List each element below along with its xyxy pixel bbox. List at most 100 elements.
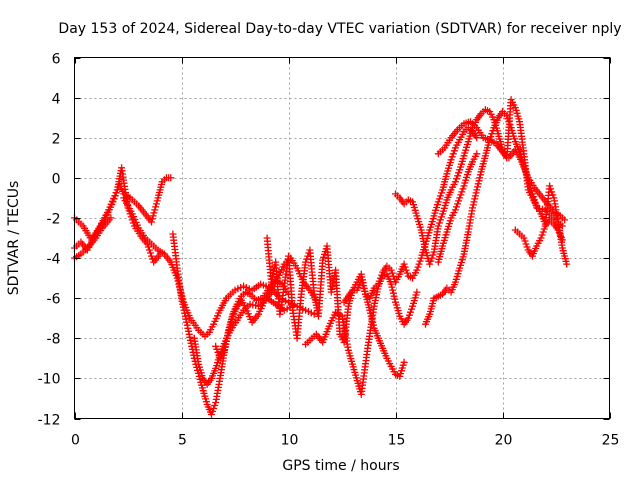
data-point xyxy=(214,348,222,356)
y-tick-label: 2 xyxy=(52,132,61,148)
series-track-k xyxy=(422,108,566,328)
data-point xyxy=(453,175,460,183)
data-point xyxy=(151,206,159,214)
data-point xyxy=(375,277,383,285)
data-point xyxy=(453,203,460,211)
data-point xyxy=(413,266,421,274)
data-point xyxy=(428,254,436,262)
data-point xyxy=(561,216,569,224)
data-point xyxy=(548,188,556,196)
data-point xyxy=(549,191,557,199)
data-point xyxy=(456,194,464,202)
data-point xyxy=(152,203,160,211)
data-point xyxy=(408,305,416,313)
y-tick-label: 6 xyxy=(52,52,61,68)
data-point xyxy=(474,180,482,188)
data-point xyxy=(455,197,463,205)
data-point xyxy=(469,204,476,212)
data-point xyxy=(522,240,530,248)
y-tick-label: -10 xyxy=(38,372,61,388)
series-track-m xyxy=(494,96,571,268)
x-tick-labels: 0 5 10 15 20 25 xyxy=(71,433,619,449)
data-point xyxy=(558,236,566,244)
series-track-i xyxy=(340,124,481,306)
data-point xyxy=(389,289,397,297)
data-point xyxy=(454,172,462,180)
data-point xyxy=(183,318,191,326)
data-point xyxy=(454,200,462,208)
data-point xyxy=(407,308,414,316)
data-point xyxy=(211,402,219,409)
data-point xyxy=(435,219,443,227)
data-point xyxy=(459,185,467,193)
data-point xyxy=(547,185,555,193)
data-point xyxy=(377,274,384,282)
data-point xyxy=(388,269,396,277)
data-point xyxy=(473,150,481,158)
y-tick-label: -4 xyxy=(47,252,61,268)
series-track-n xyxy=(511,216,566,260)
data-point xyxy=(472,189,480,197)
data-point xyxy=(391,295,399,303)
data-point xyxy=(470,198,478,206)
data-point xyxy=(310,310,318,318)
data-point xyxy=(223,334,231,342)
data-point xyxy=(148,218,155,226)
data-point xyxy=(374,280,382,288)
data-point xyxy=(540,225,548,233)
data-point xyxy=(476,174,484,182)
data-point xyxy=(213,345,221,353)
data-point xyxy=(186,333,194,341)
data-point xyxy=(150,209,158,217)
data-point xyxy=(167,174,175,182)
data-point xyxy=(187,339,195,347)
data-point xyxy=(451,206,459,214)
data-point xyxy=(179,303,187,311)
data-point xyxy=(448,153,456,161)
data-point xyxy=(438,189,445,197)
data-point xyxy=(469,201,477,209)
data-point xyxy=(404,314,412,322)
data-point xyxy=(488,130,496,138)
y-tick-label: -6 xyxy=(47,292,61,308)
data-point xyxy=(473,186,481,194)
data-point xyxy=(387,266,395,274)
data-point xyxy=(436,216,444,224)
data-point xyxy=(426,260,434,268)
data-point xyxy=(389,272,397,280)
y-tick-label: 4 xyxy=(52,92,61,108)
x-tick-label: 20 xyxy=(495,433,513,449)
data-point xyxy=(181,309,189,317)
data-point xyxy=(153,197,161,205)
data-point xyxy=(149,212,157,220)
data-point xyxy=(473,134,481,142)
data-point xyxy=(147,249,154,257)
data-point xyxy=(220,346,228,354)
y-tick-label: -8 xyxy=(47,332,61,348)
x-tick-label: 5 xyxy=(178,433,187,449)
data-point xyxy=(145,246,153,254)
x-tick-label: 0 xyxy=(71,433,80,449)
series-track-p xyxy=(212,254,320,362)
data-point xyxy=(538,231,546,239)
data-point xyxy=(148,252,155,260)
data-point xyxy=(436,192,444,200)
data-point xyxy=(489,127,497,135)
data-point xyxy=(537,234,545,242)
y-tick-labels: -12 -10 -8 -6 -4 -2 0 2 4 6 xyxy=(38,52,61,429)
data-point xyxy=(563,260,571,268)
data-point xyxy=(458,188,466,196)
data-point xyxy=(184,324,192,332)
data-point xyxy=(429,251,437,259)
data-point xyxy=(546,182,554,190)
data-point xyxy=(401,263,409,271)
data-point xyxy=(144,243,152,251)
data-point xyxy=(222,337,230,345)
data-point xyxy=(539,228,547,236)
data-point xyxy=(474,183,481,191)
data-point xyxy=(416,257,424,265)
data-point xyxy=(312,296,320,304)
x-axis-label: GPS time / hours xyxy=(282,458,399,474)
series-track-j xyxy=(392,106,511,268)
data-point xyxy=(434,222,442,230)
